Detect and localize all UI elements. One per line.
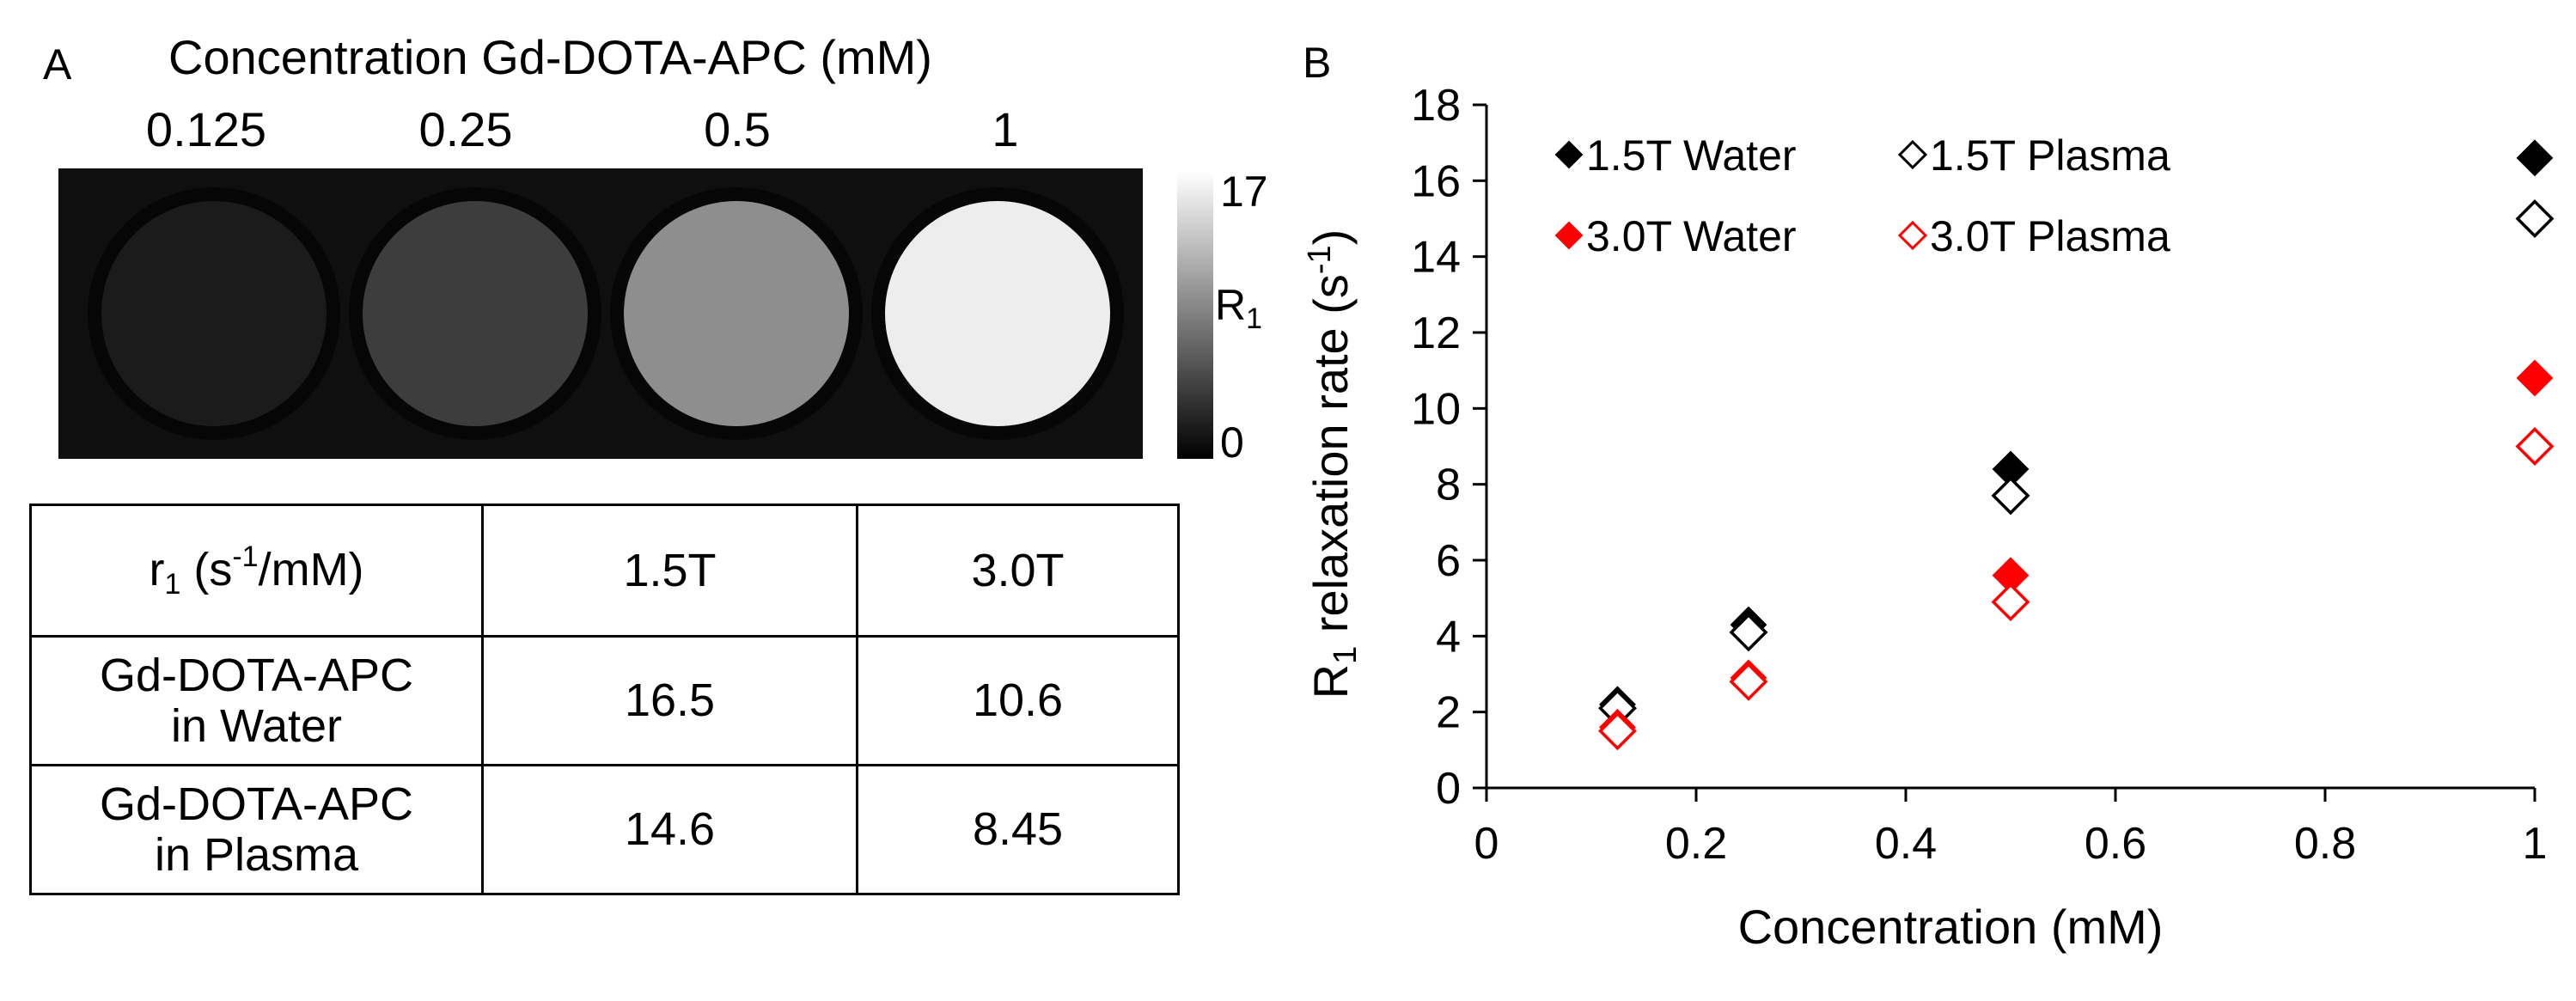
point-3-0t-plasma — [2515, 427, 2555, 466]
mri-phantom-image — [58, 168, 1143, 459]
y-tick-label: 12 — [1411, 308, 1461, 358]
y-tick-label: 2 — [1436, 688, 1461, 738]
x-tick-label: 0.6 — [2085, 819, 2146, 869]
table-cell-1.5T: 16.5 — [481, 635, 858, 766]
table-cell-3.0T: 8.45 — [856, 764, 1180, 895]
legend-label-1-5t-plasma: 1.5T Plasma — [1930, 131, 2170, 180]
concentration-value-2: 0.25 — [418, 102, 513, 156]
x-tick-label: 0.4 — [1875, 819, 1937, 869]
point-1-5t-plasma — [1991, 476, 2030, 516]
table-row: Gd-DOTA-APC in Water 16.5 10.6 — [29, 635, 1180, 766]
point-1-5t-plasma — [1729, 613, 1768, 652]
legend-marker-1-5t-plasma — [1897, 139, 1928, 170]
x-tick-label: 1 — [2523, 819, 2548, 869]
panel-a-label: A — [43, 40, 72, 89]
table-cell-1.5T: 14.6 — [481, 764, 858, 895]
y-tick-label: 0 — [1436, 764, 1461, 814]
table-row: Gd-DOTA-APC in Plasma 14.6 8.45 — [29, 764, 1180, 895]
r1-relaxivity-table: r1 (s-1/mM) 1.5T 3.0T Gd-DOTA-APC in Wate… — [29, 504, 1180, 895]
point-1-5t-plasma — [2515, 199, 2555, 238]
concentration-value-3: 0.5 — [704, 102, 771, 156]
point-3-0t-plasma — [1598, 711, 1637, 751]
y-tick-label: 10 — [1411, 384, 1461, 434]
table-row-label: Gd-DOTA-APC in Plasma — [29, 764, 484, 895]
point-3-0t-plasma — [1991, 583, 2030, 622]
x-tick-label: 0 — [1474, 819, 1499, 869]
r1-colorbar — [1177, 172, 1213, 459]
y-tick-label: 6 — [1436, 536, 1461, 586]
phantom-1mM — [885, 201, 1110, 426]
legend-label-1-5t-water: 1.5T Water — [1586, 131, 1797, 180]
y-tick-label: 14 — [1411, 233, 1461, 283]
y-tick-label: 18 — [1411, 81, 1461, 131]
x-tick-label: 0.8 — [2294, 819, 2356, 869]
y-tick-label: 8 — [1436, 461, 1461, 510]
legend-marker-3-0t-water — [1554, 221, 1584, 250]
legend-label-3-0t-water: 3.0T Water — [1586, 212, 1797, 260]
x-tick-label: 0.2 — [1665, 819, 1727, 869]
y-tick-label: 4 — [1436, 612, 1461, 662]
x-axis-title: Concentration (mM) — [1738, 900, 2164, 954]
colorbar-title: R1 — [1215, 281, 1263, 335]
table-header-row: r1 (s-1/mM) 1.5T 3.0T — [29, 504, 1180, 638]
legend-label-3-0t-plasma: 3.0T Plasma — [1930, 212, 2170, 260]
phantom-0.25mM — [363, 201, 588, 426]
point-1-5t-water — [2516, 139, 2554, 177]
y-tick-label: 16 — [1411, 156, 1461, 206]
point-3-0t-plasma — [1729, 662, 1768, 701]
concentration-title: Concentration Gd-DOTA-APC (mM) — [168, 30, 932, 84]
colorbar-max-label: 17 — [1220, 168, 1268, 216]
table-cell-3.0T: 10.6 — [856, 635, 1180, 766]
table-header-1.5T: 1.5T — [481, 504, 858, 638]
phantom-0.5mM — [624, 201, 849, 426]
table-header-3.0T: 3.0T — [856, 504, 1180, 638]
legend-marker-1-5t-water — [1554, 140, 1584, 169]
colorbar-min-label: 0 — [1220, 418, 1244, 467]
concentration-value-1: 0.125 — [145, 102, 267, 156]
y-axis-title: R1 relaxation rate (s-1) — [1302, 229, 1364, 699]
panel-b-label: B — [1303, 39, 1331, 87]
phantom-0.125mM — [101, 201, 327, 426]
concentration-value-4: 1 — [992, 102, 1019, 156]
table-row-label: Gd-DOTA-APC in Water — [29, 635, 484, 766]
point-3-0t-water — [2516, 359, 2554, 397]
legend-marker-3-0t-plasma — [1897, 220, 1928, 251]
table-header-unit: r1 (s-1/mM) — [29, 504, 484, 638]
